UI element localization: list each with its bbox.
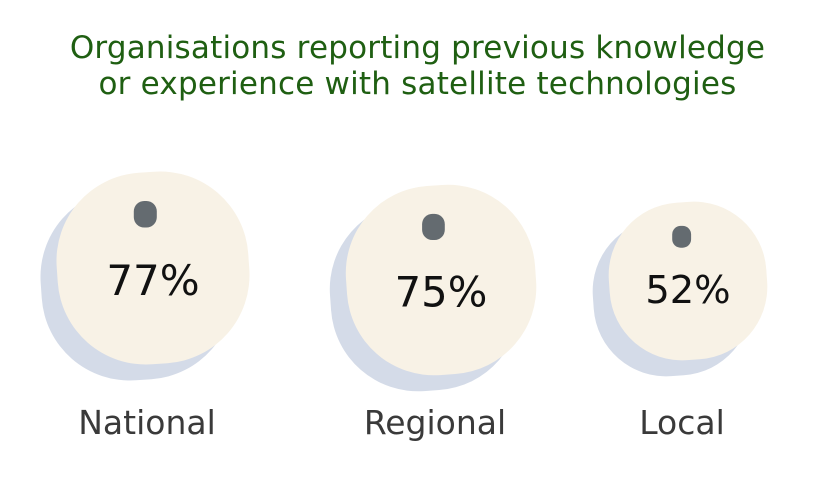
tag-bubble-regional: 75% — [329, 184, 537, 392]
tag-body-regional — [345, 184, 537, 376]
tag-hole-local — [672, 225, 692, 248]
chart-title-line-2: or experience with satellite technologie… — [98, 66, 737, 102]
value-label-local: 52% — [645, 268, 730, 313]
tag-hole-national — [133, 201, 157, 228]
tag-bubble-local: 52% — [592, 201, 768, 377]
tag-body-local — [608, 201, 768, 361]
tag-bubble-national: 77% — [40, 171, 250, 381]
category-label-local: Local — [639, 403, 725, 442]
category-label-regional: Regional — [364, 403, 506, 442]
tag-body-national — [56, 171, 250, 365]
chart-title-line-1: Organisations reporting previous knowled… — [69, 30, 766, 66]
category-label-national: National — [78, 403, 216, 442]
tag-hole-regional — [422, 213, 445, 240]
value-label-national: 77% — [106, 256, 199, 305]
chart-title: Organisations reporting previous knowled… — [0, 30, 835, 102]
value-label-regional: 75% — [395, 268, 488, 317]
